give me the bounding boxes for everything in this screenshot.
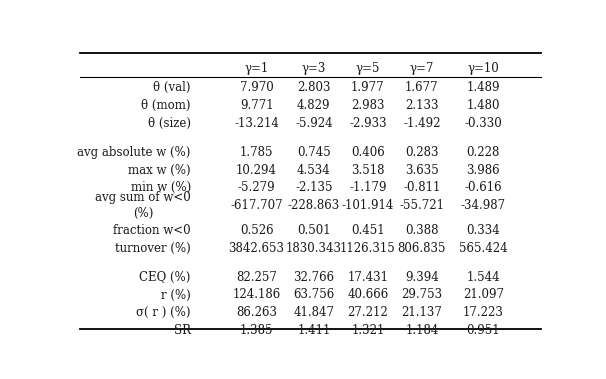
Text: 3.635: 3.635 [405, 164, 439, 177]
Text: min w (%): min w (%) [130, 182, 191, 194]
Text: θ (val): θ (val) [153, 81, 191, 94]
Text: 4.534: 4.534 [297, 164, 331, 177]
Text: 40.666: 40.666 [347, 288, 388, 302]
Text: 1.411: 1.411 [297, 324, 330, 337]
Text: 2.133: 2.133 [405, 99, 439, 112]
Text: 0.406: 0.406 [351, 146, 385, 159]
Text: 1.489: 1.489 [467, 81, 500, 94]
Text: 3.986: 3.986 [467, 164, 500, 177]
Text: fraction w<0: fraction w<0 [113, 224, 191, 237]
Text: 0.526: 0.526 [240, 224, 273, 237]
Text: 27.212: 27.212 [347, 306, 388, 319]
Text: 1.677: 1.677 [405, 81, 439, 94]
Text: γ=7: γ=7 [410, 62, 434, 75]
Text: 41.847: 41.847 [293, 306, 335, 319]
Text: SR: SR [174, 324, 191, 337]
Text: -228.863: -228.863 [288, 199, 340, 212]
Text: γ=10: γ=10 [468, 62, 499, 75]
Text: 0.228: 0.228 [467, 146, 500, 159]
Text: -2.135: -2.135 [295, 182, 333, 194]
Text: -617.707: -617.707 [230, 199, 283, 212]
Text: 124.186: 124.186 [233, 288, 281, 302]
Text: 806.835: 806.835 [398, 242, 446, 255]
Text: -101.914: -101.914 [342, 199, 394, 212]
Text: turnover (%): turnover (%) [115, 242, 191, 255]
Text: 2.983: 2.983 [351, 99, 385, 112]
Text: -13.214: -13.214 [234, 117, 279, 130]
Text: 0.388: 0.388 [405, 224, 439, 237]
Text: -2.933: -2.933 [349, 117, 387, 130]
Text: 1.785: 1.785 [240, 146, 273, 159]
Text: 1.385: 1.385 [240, 324, 273, 337]
Text: 1126.315: 1126.315 [340, 242, 396, 255]
Text: 1.480: 1.480 [467, 99, 500, 112]
Text: 21.097: 21.097 [463, 288, 504, 302]
Text: 32.766: 32.766 [293, 271, 335, 284]
Text: -55.721: -55.721 [399, 199, 444, 212]
Text: γ=5: γ=5 [356, 62, 380, 75]
Text: 565.424: 565.424 [459, 242, 508, 255]
Text: 0.283: 0.283 [405, 146, 439, 159]
Text: 4.829: 4.829 [297, 99, 331, 112]
Text: -34.987: -34.987 [461, 199, 506, 212]
Text: 3.518: 3.518 [351, 164, 385, 177]
Text: 9.771: 9.771 [240, 99, 273, 112]
Text: 1.544: 1.544 [467, 271, 500, 284]
Text: r (%): r (%) [161, 288, 191, 302]
Text: 0.334: 0.334 [467, 224, 501, 237]
Text: max w (%): max w (%) [128, 164, 191, 177]
Text: γ=3: γ=3 [302, 62, 326, 75]
Text: 29.753: 29.753 [401, 288, 442, 302]
Text: 10.294: 10.294 [236, 164, 277, 177]
Text: 0.501: 0.501 [297, 224, 331, 237]
Text: 0.745: 0.745 [297, 146, 331, 159]
Text: CEQ (%): CEQ (%) [139, 271, 191, 284]
Text: 63.756: 63.756 [293, 288, 335, 302]
Text: -5.924: -5.924 [295, 117, 333, 130]
Text: 7.970: 7.970 [240, 81, 273, 94]
Text: 86.263: 86.263 [236, 306, 277, 319]
Text: -1.492: -1.492 [403, 117, 441, 130]
Text: avg sum of w<0
(%): avg sum of w<0 (%) [95, 191, 191, 220]
Text: 2.803: 2.803 [297, 81, 331, 94]
Text: 21.137: 21.137 [401, 306, 442, 319]
Text: -5.279: -5.279 [238, 182, 275, 194]
Text: -0.616: -0.616 [465, 182, 502, 194]
Text: 9.394: 9.394 [405, 271, 439, 284]
Text: 82.257: 82.257 [236, 271, 277, 284]
Text: γ=1: γ=1 [244, 62, 268, 75]
Text: -0.330: -0.330 [465, 117, 502, 130]
Text: avg absolute w (%): avg absolute w (%) [78, 146, 191, 159]
Text: 3842.653: 3842.653 [228, 242, 285, 255]
Text: θ (mom): θ (mom) [141, 99, 191, 112]
Text: -0.811: -0.811 [403, 182, 441, 194]
Text: 1.321: 1.321 [351, 324, 385, 337]
Text: 1.184: 1.184 [405, 324, 439, 337]
Text: 0.451: 0.451 [351, 224, 385, 237]
Text: 17.431: 17.431 [347, 271, 388, 284]
Text: -1.179: -1.179 [349, 182, 387, 194]
Text: 1.977: 1.977 [351, 81, 385, 94]
Text: 0.951: 0.951 [467, 324, 500, 337]
Text: θ (size): θ (size) [148, 117, 191, 130]
Text: σ( r ) (%): σ( r ) (%) [136, 306, 191, 319]
Text: 1830.343: 1830.343 [286, 242, 342, 255]
Text: 17.223: 17.223 [463, 306, 504, 319]
